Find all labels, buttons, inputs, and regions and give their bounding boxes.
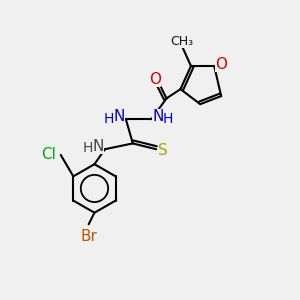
Text: H: H [83, 141, 93, 155]
Text: Cl: Cl [41, 147, 56, 162]
Text: H: H [104, 112, 114, 126]
Text: N: N [152, 109, 164, 124]
Text: S: S [158, 143, 167, 158]
Text: Br: Br [80, 230, 97, 244]
Text: O: O [215, 57, 227, 72]
Text: N: N [114, 109, 125, 124]
Text: O: O [149, 72, 161, 87]
Text: CH₃: CH₃ [170, 35, 193, 48]
Text: H: H [163, 112, 173, 126]
Text: N: N [93, 139, 104, 154]
